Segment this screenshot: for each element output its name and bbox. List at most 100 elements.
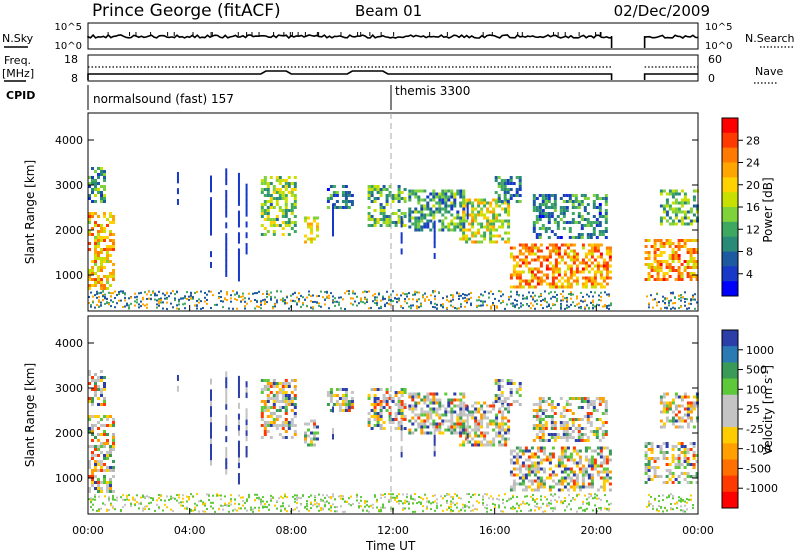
ground-scatter-cell — [552, 295, 554, 298]
echo-cell — [541, 203, 545, 206]
ground-scatter-cell — [410, 304, 412, 307]
echo-cell — [441, 431, 445, 435]
echo-cell — [602, 479, 606, 483]
echo-cell — [548, 485, 552, 489]
ground-scatter-cell — [212, 294, 214, 297]
echo-cell — [692, 257, 696, 260]
ground-scatter-cell — [678, 298, 680, 301]
echo-cell — [530, 273, 534, 277]
ground-scatter-cell — [138, 502, 140, 505]
ground-scatter-cell — [254, 506, 256, 509]
echo-cell — [590, 279, 594, 283]
ground-scatter-cell — [200, 290, 202, 293]
ground-scatter-cell — [530, 510, 532, 513]
ground-scatter-cell — [536, 505, 538, 508]
ground-scatter-cell — [406, 500, 408, 503]
echo-cell — [408, 210, 412, 214]
echo-cell — [521, 261, 525, 265]
echo-cell — [495, 431, 499, 435]
ground-scatter-cell — [456, 506, 458, 509]
echo-cell — [100, 257, 103, 260]
ground-scatter-cell — [92, 503, 94, 506]
echo-cell — [509, 403, 513, 406]
echo-cell — [559, 436, 563, 439]
echo-cell — [103, 212, 106, 215]
ground-scatter-cell — [600, 498, 602, 501]
echo-cell — [332, 394, 336, 397]
echo-cell — [674, 269, 678, 272]
ground-scatter-cell — [318, 503, 320, 506]
ground-scatter-cell — [492, 293, 494, 295]
ground-scatter-cell — [122, 498, 124, 501]
echo-cell — [598, 206, 602, 209]
echo-cell — [575, 473, 579, 477]
ground-scatter-cell — [458, 298, 460, 300]
echo-cell — [376, 191, 380, 194]
echo-cell — [435, 192, 439, 196]
echo-cell — [480, 213, 484, 217]
ground-scatter-cell — [486, 304, 488, 307]
ground-scatter-cell — [648, 502, 650, 505]
ground-scatter-cell — [402, 508, 404, 511]
echo-cell — [662, 242, 666, 245]
echo-cell — [459, 422, 463, 426]
echo-cell — [500, 385, 504, 388]
echo-cell — [100, 197, 103, 200]
echo-cell — [575, 270, 579, 274]
echo-cell — [547, 415, 551, 418]
echo-cell — [506, 182, 510, 185]
echo-cell — [441, 207, 445, 211]
ground-scatter-cell — [248, 292, 250, 295]
ground-scatter-cell — [552, 303, 554, 306]
echo-cell — [590, 464, 594, 468]
ground-scatter-cell — [508, 296, 510, 298]
echo-cell — [507, 231, 511, 235]
echo-cell — [100, 388, 103, 391]
echo-cell — [551, 246, 555, 250]
ground-scatter-cell — [450, 304, 452, 307]
echo-cell — [577, 430, 581, 433]
ground-scatter-cell — [302, 494, 304, 497]
echo-cell — [580, 194, 584, 197]
echo-cell — [438, 413, 442, 417]
echo-cell — [500, 400, 504, 403]
echo-cell — [692, 272, 696, 275]
echo-cell — [495, 204, 499, 208]
echo-cell — [290, 191, 294, 194]
echo-cell — [568, 418, 572, 421]
echo-cell — [572, 258, 576, 262]
echo-cell — [659, 395, 663, 399]
echo-cell — [604, 203, 608, 206]
streak-cell — [210, 186, 212, 193]
ground-scatter-cell — [530, 495, 532, 498]
echo-cell — [435, 410, 439, 414]
ground-scatter-cell — [376, 296, 378, 299]
echo-cell — [602, 470, 606, 474]
ground-scatter-cell — [220, 290, 222, 293]
ground-scatter-cell — [426, 507, 428, 510]
echo-cell — [541, 427, 545, 430]
ground-scatter-cell — [104, 293, 106, 296]
echo-cell — [492, 228, 496, 232]
echo-cell — [605, 249, 609, 253]
echo-cell — [524, 458, 528, 462]
ground-scatter-cell — [168, 295, 170, 298]
ground-scatter-cell — [124, 293, 126, 296]
ground-scatter-cell — [204, 504, 206, 507]
echo-cell — [557, 285, 561, 289]
echo-cell — [565, 424, 569, 427]
streak-cell — [245, 429, 248, 436]
echo-cell — [683, 472, 687, 475]
ground-scatter-cell — [226, 504, 228, 507]
echo-cell — [498, 234, 502, 238]
ground-scatter-cell — [516, 291, 518, 294]
echo-cell — [332, 403, 336, 406]
echo-cell — [459, 189, 463, 193]
echo-cell — [438, 210, 442, 214]
echo-cell — [592, 230, 596, 233]
echo-cell — [665, 419, 669, 423]
echo-cell — [429, 192, 433, 196]
echo-cell — [420, 219, 424, 223]
echo-cell — [677, 239, 681, 242]
freq-unit: [MHz] — [2, 67, 34, 80]
